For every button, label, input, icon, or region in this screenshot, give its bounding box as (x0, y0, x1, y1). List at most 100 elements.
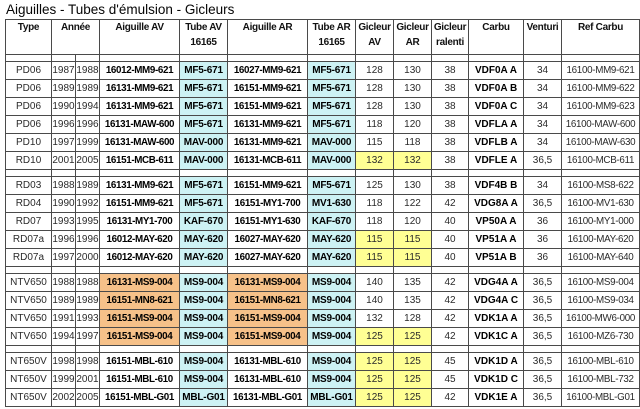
table-row: NTV650 1991 1993 16151-MS9-004 MS9-004 16151-… (5, 309, 640, 328)
cell-aiguille-av: 16151-MBL-610 (99, 352, 180, 371)
cell-type: PD06 (5, 115, 52, 134)
cell-year-from: 2001 (51, 151, 76, 170)
cell-venturi: 36,5 (523, 194, 562, 213)
cell-aiguille-av: 16151-MN8-621 (99, 291, 180, 310)
cell-tube-av: KAF-670 (179, 212, 228, 231)
cell-tube-av: MF5-671 (179, 97, 228, 116)
cell-year-to: 1994 (75, 97, 100, 116)
cell-type: PD10 (5, 133, 52, 152)
column-header-tube-av-16165: Tube AV 16165 (179, 19, 228, 55)
cell-tube-ar: KAF-670 (307, 212, 356, 231)
cell-year-to: 2001 (75, 370, 100, 389)
spacer-cell (99, 169, 180, 177)
spacer-cell (393, 169, 432, 177)
cell-carbu: VDF0A B (468, 79, 524, 98)
cell-aiguille-ar: 16131-MBL-610 (227, 352, 308, 371)
table-row: RD07a 1997 2000 16012-MAY-620 MAY-620 16027-M… (5, 248, 640, 267)
spacer-cell (561, 345, 640, 353)
cell-tube-av: MAY-620 (179, 248, 228, 267)
cell-tube-av: MS9-004 (179, 370, 228, 389)
cell-year-from: 1990 (51, 194, 76, 213)
spacer-cell (431, 169, 469, 177)
cell-carbu: VDK1C A (468, 327, 524, 346)
spacer-cell (523, 345, 562, 353)
cell-tube-av: MF5-671 (179, 79, 228, 98)
cell-ref-carbu: 16100-MZ6-730 (561, 327, 640, 346)
spacer-cell (99, 345, 180, 353)
cell-aiguille-av: 16151-MBL-G01 (99, 388, 180, 407)
cell-tube-av: MS9-004 (179, 309, 228, 328)
cell-year-from: 1989 (51, 291, 76, 310)
cell-gicleur-ar: 125 (393, 370, 432, 389)
cell-tube-ar: MF5-671 (307, 97, 356, 116)
cell-aiguille-ar: 16027-MAY-620 (227, 230, 308, 249)
cell-year-to: 1996 (75, 230, 100, 249)
spacer-cell (393, 266, 432, 274)
cell-venturi: 36,5 (523, 352, 562, 371)
cell-gicleur-av: 125 (355, 352, 394, 371)
cell-gicleur-ar: 130 (393, 61, 432, 80)
cell-gicleur-av: 115 (355, 133, 394, 152)
cell-tube-ar: MS9-004 (307, 327, 356, 346)
table-row: NT650V 2002 2005 16151-MBL-G01 MBL-G01 16131-… (5, 388, 640, 407)
cell-aiguille-ar: 16151-MS9-004 (227, 309, 308, 328)
cell-gicleur-ralenti: 38 (431, 151, 469, 170)
cell-gicleur-ar: 115 (393, 230, 432, 249)
cell-carbu: VDG8A A (468, 194, 524, 213)
cell-type: RD03 (5, 176, 52, 195)
cell-gicleur-ar: 118 (393, 133, 432, 152)
cell-aiguille-av: 16012-MAY-620 (99, 230, 180, 249)
spacer-cell (179, 266, 228, 274)
cell-gicleur-ralenti: 38 (431, 97, 469, 116)
cell-year-from: 1996 (51, 115, 76, 134)
cell-venturi: 34 (523, 61, 562, 80)
cell-type: PD06 (5, 61, 52, 80)
cell-tube-av: MS9-004 (179, 291, 228, 310)
table-row: NT650V 1999 2001 16151-MBL-610 MS9-004 16131-… (5, 370, 640, 389)
cell-gicleur-ralenti: 38 (431, 79, 469, 98)
spacer-cell (307, 266, 356, 274)
group-spacer-row (5, 54, 640, 62)
cell-venturi: 36 (523, 230, 562, 249)
cell-venturi: 36,5 (523, 388, 562, 407)
cell-venturi: 34 (523, 79, 562, 98)
cell-venturi: 36 (523, 248, 562, 267)
column-header-gicleur-ar: Gicleur AR (393, 19, 432, 55)
cell-aiguille-av: 16151-MS9-004 (99, 327, 180, 346)
cell-year-from: 1990 (51, 97, 76, 116)
cell-aiguille-ar: 16131-MM9-621 (227, 115, 308, 134)
cell-tube-av: MS9-004 (179, 352, 228, 371)
cell-year-from: 1998 (51, 352, 76, 371)
column-header-carbu: Carbu (468, 19, 524, 55)
cell-tube-ar: MS9-004 (307, 273, 356, 292)
cell-tube-av: MF5-671 (179, 61, 228, 80)
cell-type: NT650V (5, 388, 52, 407)
cell-year-to: 1998 (75, 352, 100, 371)
cell-type: RD04 (5, 194, 52, 213)
cell-venturi: 36 (523, 212, 562, 231)
cell-gicleur-av: 115 (355, 248, 394, 267)
cell-tube-av: MS9-004 (179, 327, 228, 346)
cell-tube-ar: MS9-004 (307, 309, 356, 328)
cell-year-to: 1992 (75, 194, 100, 213)
cell-gicleur-ralenti: 45 (431, 370, 469, 389)
cell-aiguille-av: 16131-MM9-621 (99, 97, 180, 116)
cell-aiguille-ar: 16151-MM9-621 (227, 79, 308, 98)
cell-gicleur-ar: 125 (393, 352, 432, 371)
table-row: PD06 1987 1988 16012-MM9-621 MF5-671 16027-MM… (5, 61, 640, 80)
cell-tube-av: MF5-671 (179, 115, 228, 134)
cell-aiguille-av: 16151-MS9-004 (99, 309, 180, 328)
spacer-cell (179, 345, 228, 353)
cell-gicleur-av: 118 (355, 194, 394, 213)
cell-carbu: VDK1A A (468, 309, 524, 328)
spacer-cell (179, 169, 228, 177)
cell-year-to: 1988 (75, 61, 100, 80)
cell-gicleur-ar: 135 (393, 273, 432, 292)
cell-carbu: VDFLA A (468, 115, 524, 134)
cell-year-to: 1989 (75, 176, 100, 195)
spacer-cell (523, 54, 562, 62)
cell-gicleur-ar: 125 (393, 327, 432, 346)
cell-ref-carbu: 16100-MAY-620 (561, 230, 640, 249)
table-header: Type Année Aiguille AV Tube AV 16165 Aiguille… (5, 19, 640, 55)
cell-aiguille-ar: 16151-MM9-621 (227, 176, 308, 195)
